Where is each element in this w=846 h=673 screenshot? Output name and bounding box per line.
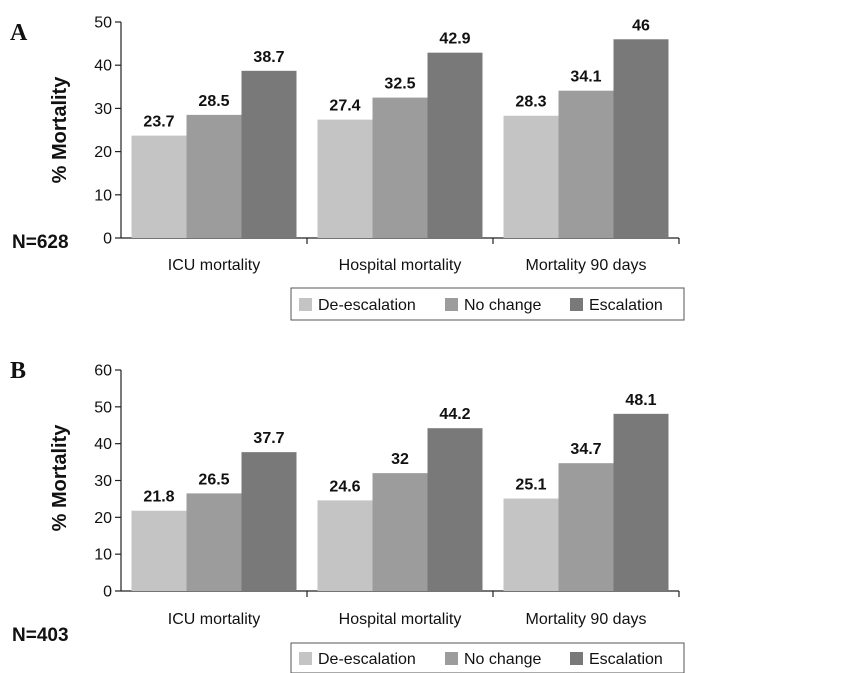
bar-a	[427, 52, 483, 239]
bar-a	[131, 135, 187, 238]
y-tick-label-b: 20	[94, 510, 112, 527]
bar-b	[558, 463, 614, 591]
data-label-a: 27.4	[329, 98, 360, 115]
data-label-a: 38.7	[253, 49, 284, 66]
bar-a	[558, 90, 614, 238]
legend-label-a: De-escalation	[318, 297, 416, 314]
y-tick-label-b: 50	[94, 399, 112, 416]
data-label-a: 34.1	[570, 69, 601, 86]
plot-area-b: 0 10 20 30 40 50 60 ICU mortality 21.8 26.5 37.7 Ho…	[94, 363, 685, 673]
legend-swatch-a	[445, 298, 458, 311]
data-label-b: 37.7	[253, 430, 284, 447]
bar-b	[131, 510, 187, 591]
legend-swatch-b	[299, 652, 312, 665]
legend-swatch-b	[445, 652, 458, 665]
legend-swatch-b	[570, 652, 583, 665]
data-label-a: 28.5	[198, 93, 229, 110]
y-tick-label-b: 10	[94, 547, 112, 564]
bar-b	[317, 500, 373, 591]
y-axis-title-b: % Mortality	[49, 424, 71, 532]
data-label-b: 21.8	[143, 489, 174, 506]
category-label-b: ICU mortality	[168, 611, 260, 628]
y-tick-label-a: 30	[94, 101, 112, 118]
data-label-b: 44.2	[439, 406, 470, 423]
data-label-b: 34.7	[570, 441, 601, 458]
bar-b	[372, 473, 428, 591]
bar-a	[372, 97, 428, 238]
bar-b	[427, 428, 483, 591]
bar-a	[317, 119, 373, 238]
bar-a	[241, 70, 297, 238]
y-tick-label-a: 20	[94, 144, 112, 161]
data-label-b: 26.5	[198, 471, 229, 488]
legend-box-b	[290, 642, 685, 673]
bar-b	[503, 498, 559, 591]
data-label-a: 42.9	[439, 31, 470, 48]
data-label-b: 48.1	[625, 392, 656, 409]
y-tick-label-a: 40	[94, 58, 112, 75]
legend-label-b: Escalation	[589, 651, 663, 668]
bar-b	[613, 413, 669, 591]
y-tick-label-a: 10	[94, 187, 112, 204]
bar-a	[503, 115, 559, 238]
y-tick-label-a: 50	[94, 15, 112, 32]
data-label-a: 46	[632, 17, 650, 34]
bar-a	[613, 39, 669, 238]
legend-label-a: Escalation	[589, 297, 663, 314]
data-label-b: 24.6	[329, 478, 360, 495]
category-label-b: Hospital mortality	[339, 611, 462, 628]
data-label-a: 32.5	[384, 76, 415, 93]
bar-b	[186, 493, 242, 591]
y-tick-label-b: 0	[103, 584, 112, 601]
bar-b	[241, 452, 297, 591]
y-tick-label-b: 30	[94, 473, 112, 490]
panel-letter-a: A	[10, 20, 28, 46]
data-label-a: 28.3	[515, 94, 546, 111]
legend-label-b: No change	[464, 651, 541, 668]
category-label-b: Mortality 90 days	[526, 611, 647, 628]
y-tick-label-b: 40	[94, 436, 112, 453]
sample-size-label-b: N=403	[12, 625, 69, 646]
y-tick-label-b: 60	[94, 363, 112, 380]
sample-size-label-a: N=628	[12, 232, 69, 253]
data-label-a: 23.7	[143, 114, 174, 131]
panel-b: B % Mortality N=403 0 10 20 30 40 50 60 ICU mor…	[10, 358, 685, 673]
panel-a: A % Mortality N=628 0 10 20 30 40 50 ICU morta…	[10, 15, 685, 321]
legend-label-a: No change	[464, 297, 541, 314]
legend-swatch-a	[299, 298, 312, 311]
data-label-b: 32	[391, 451, 409, 468]
category-label-a: ICU mortality	[168, 257, 260, 274]
data-label-b: 25.1	[515, 477, 546, 494]
bar-a	[186, 114, 242, 238]
category-label-a: Hospital mortality	[339, 257, 462, 274]
legend-box-a	[290, 287, 685, 321]
y-axis-title-a: % Mortality	[49, 76, 71, 184]
legend-label-b: De-escalation	[318, 651, 416, 668]
panel-letter-b: B	[10, 358, 26, 384]
plot-area-a: 0 10 20 30 40 50 ICU mortality 23.7 28.5 38.7 Hosp…	[94, 15, 685, 321]
legend-swatch-a	[570, 298, 583, 311]
y-tick-label-a: 0	[103, 231, 112, 248]
category-label-a: Mortality 90 days	[526, 257, 647, 274]
